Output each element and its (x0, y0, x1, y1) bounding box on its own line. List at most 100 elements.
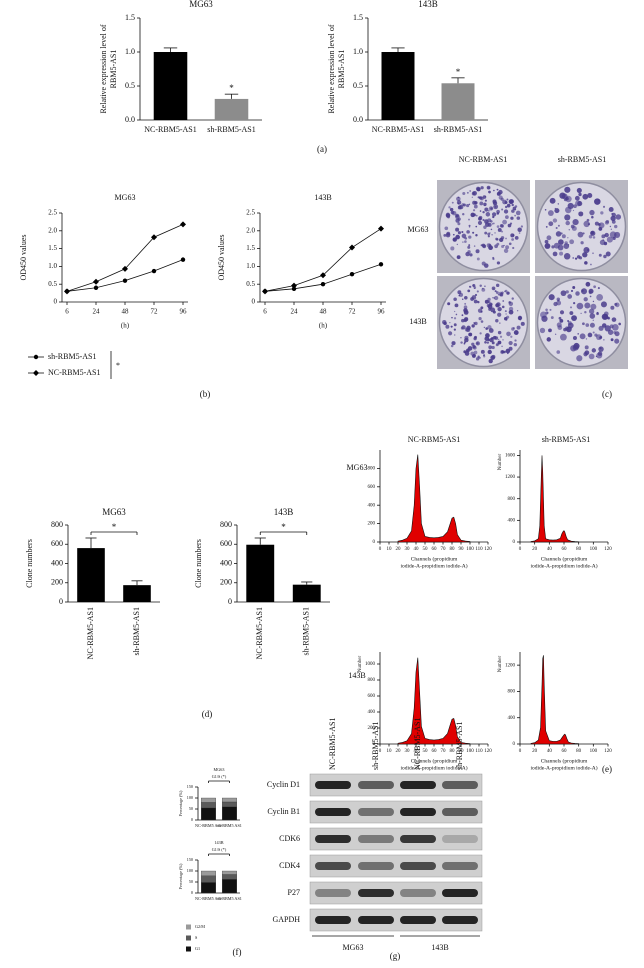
y-tick-label: 400 (51, 558, 63, 567)
colony (492, 297, 494, 299)
x-tick-label: 20 (532, 547, 538, 552)
colony (512, 246, 515, 250)
colony (588, 223, 590, 226)
blot-strip (309, 800, 483, 824)
colony (469, 190, 472, 192)
colony (451, 201, 454, 204)
colony (557, 325, 563, 330)
blot-band (315, 889, 351, 897)
colony (473, 204, 478, 209)
bar (123, 585, 151, 602)
y-tick-label: 1600 (505, 454, 516, 459)
bar-segment (221, 870, 237, 875)
colony (577, 231, 584, 238)
colony (572, 218, 579, 226)
colony (557, 224, 560, 227)
colony (504, 290, 506, 293)
colony (614, 331, 620, 337)
colony (508, 309, 514, 315)
x-tick-label: 96 (180, 308, 188, 316)
x-tick-label: sh-RBM5 AS1 (217, 823, 242, 828)
colony (590, 303, 597, 310)
y-tick-label: 200 (220, 578, 232, 587)
marker (64, 288, 70, 295)
colony (475, 357, 480, 361)
colony (611, 219, 616, 224)
colony (569, 306, 573, 309)
colony (491, 345, 495, 350)
colony (519, 319, 521, 321)
significance-mark: G1/S (*) (212, 774, 227, 779)
colony (564, 214, 571, 221)
colony (496, 261, 501, 265)
x-tick-label: 72 (349, 308, 357, 316)
x-tick-label: 0 (379, 749, 382, 754)
colony (445, 232, 451, 238)
bar (214, 98, 249, 120)
colony (550, 316, 554, 319)
bar-segment (221, 874, 237, 880)
colony (505, 245, 510, 250)
y-tick-label: 1.5 (48, 244, 57, 252)
colony (505, 237, 507, 240)
y-tick-label: 0 (228, 597, 232, 606)
y-tick-label: 50 (189, 806, 193, 811)
colony (484, 231, 488, 235)
blot-band (358, 781, 394, 789)
bar-segment (221, 879, 237, 894)
colony (473, 350, 478, 355)
colony (484, 263, 489, 268)
lane-label: NC-RBM5-AS1 (328, 718, 337, 770)
colony (548, 328, 552, 333)
y-tick-label: 1000 (365, 662, 376, 667)
x-axis-label: Channels (propidium (411, 555, 458, 562)
chart-title: MG63 (214, 767, 225, 772)
y-tick-label: 400 (368, 503, 376, 508)
bar-segment (200, 802, 216, 809)
colony (557, 203, 559, 205)
colony (470, 212, 476, 218)
x-axis-label: Channels (propidium (541, 555, 588, 562)
colony (496, 209, 500, 214)
chart-title: 143B (418, 0, 438, 9)
colony (472, 231, 475, 234)
row-label: 143B (409, 317, 426, 326)
colony (494, 295, 499, 301)
colony (596, 312, 599, 316)
colony (460, 337, 462, 339)
colony (559, 318, 564, 323)
x-tick-label: 20 (532, 749, 538, 754)
colony (449, 322, 451, 324)
colony (477, 300, 480, 304)
colony (495, 291, 499, 294)
colony (496, 225, 500, 228)
y-tick-label: 600 (220, 539, 232, 548)
blot-strip (309, 908, 483, 932)
colony (445, 213, 451, 218)
colony (455, 227, 460, 232)
colony (490, 307, 496, 313)
colony (461, 230, 464, 234)
colony (516, 332, 519, 335)
y-tick-label: 600 (368, 485, 376, 490)
colony (583, 297, 588, 302)
plate (536, 277, 627, 368)
colony (611, 323, 619, 331)
colony (454, 310, 456, 313)
blot-strip (309, 827, 483, 851)
marker (33, 354, 39, 360)
colony (588, 235, 593, 239)
marker (378, 225, 384, 232)
colony (597, 287, 600, 290)
panel-label: (a) (317, 144, 327, 154)
colony (491, 234, 493, 236)
colony (549, 308, 552, 311)
colony (482, 218, 485, 222)
colony (483, 354, 485, 357)
colony (464, 240, 467, 243)
y-tick-label: 1.0 (125, 47, 135, 56)
colony (499, 223, 504, 228)
colony (505, 313, 507, 315)
x-axis-label: Channels (propidium (411, 757, 458, 764)
colony (559, 310, 565, 315)
